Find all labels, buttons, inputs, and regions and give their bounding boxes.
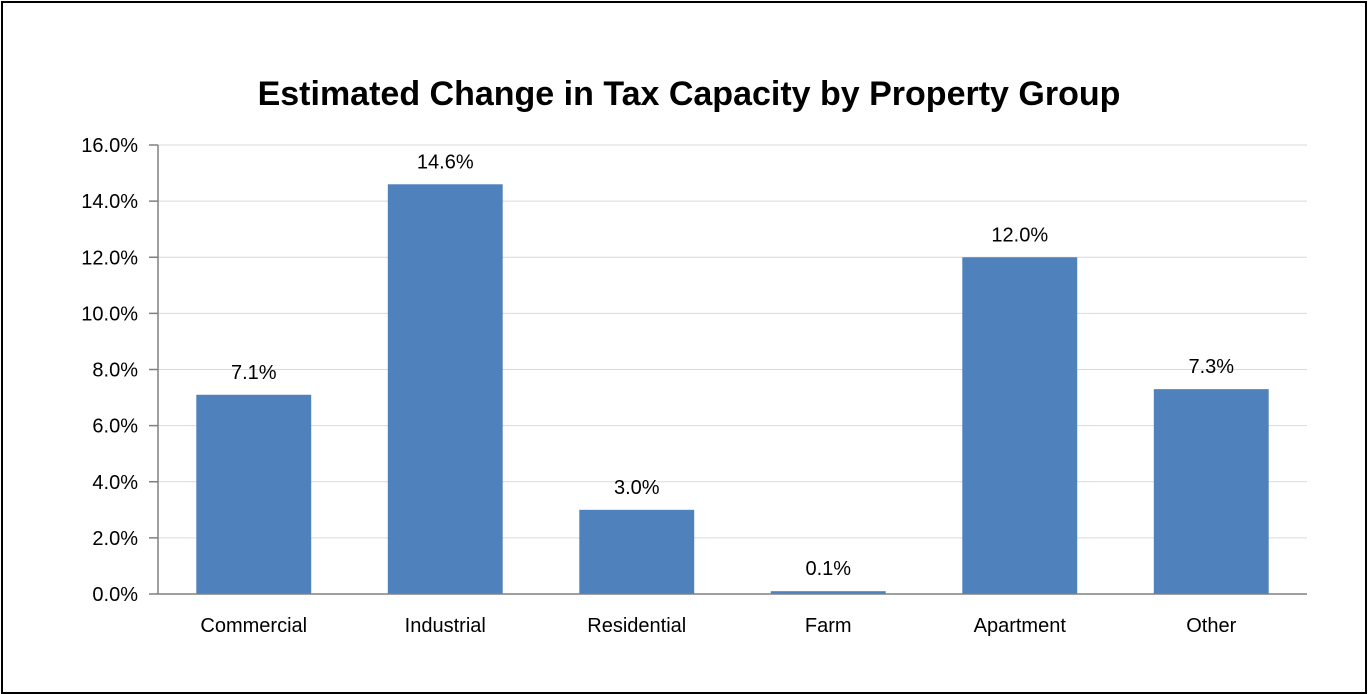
data-label: 14.6% <box>417 151 474 173</box>
bar-other <box>1153 389 1269 594</box>
data-label: 3.0% <box>614 477 660 499</box>
x-category-label: Farm <box>805 615 852 637</box>
bar-industrial <box>387 184 503 594</box>
y-tick-label: 12.0% <box>81 247 138 269</box>
y-tick-label: 4.0% <box>92 472 138 494</box>
y-tick-label: 0.0% <box>92 584 138 606</box>
chart-title: Estimated Change in Tax Capacity by Prop… <box>258 75 1121 113</box>
y-tick-label: 14.0% <box>81 191 138 213</box>
bar-farm <box>770 591 886 594</box>
x-category-label: Apartment <box>974 615 1067 637</box>
y-tick-label: 16.0% <box>81 135 138 157</box>
y-tick-label: 2.0% <box>92 528 138 550</box>
data-label: 7.3% <box>1188 356 1234 378</box>
x-category-label: Residential <box>587 615 686 637</box>
data-label: 7.1% <box>231 362 277 384</box>
data-label: 0.1% <box>805 558 851 580</box>
y-tick-label: 6.0% <box>92 416 138 438</box>
labels: 0.0% 2.0% 4.0% 6.0% 8.0% 10.0% 12.0% 14.0% 16.0%… <box>81 135 1236 637</box>
y-tick-label: 10.0% <box>81 303 138 325</box>
x-category-label: Other <box>1186 615 1236 637</box>
bar-apartment <box>962 257 1078 594</box>
bars <box>196 184 1269 594</box>
x-category-label: Commercial <box>200 615 307 637</box>
y-tick-label: 8.0% <box>92 360 138 382</box>
gridlines <box>158 144 1307 539</box>
bar-commercial <box>196 394 312 594</box>
data-label: 12.0% <box>991 224 1048 246</box>
bar-chart: Estimated Change in Tax Capacity by Prop… <box>81 75 1307 637</box>
axes <box>149 144 1307 595</box>
x-category-label: Industrial <box>405 615 486 637</box>
bar-residential <box>579 509 695 594</box>
